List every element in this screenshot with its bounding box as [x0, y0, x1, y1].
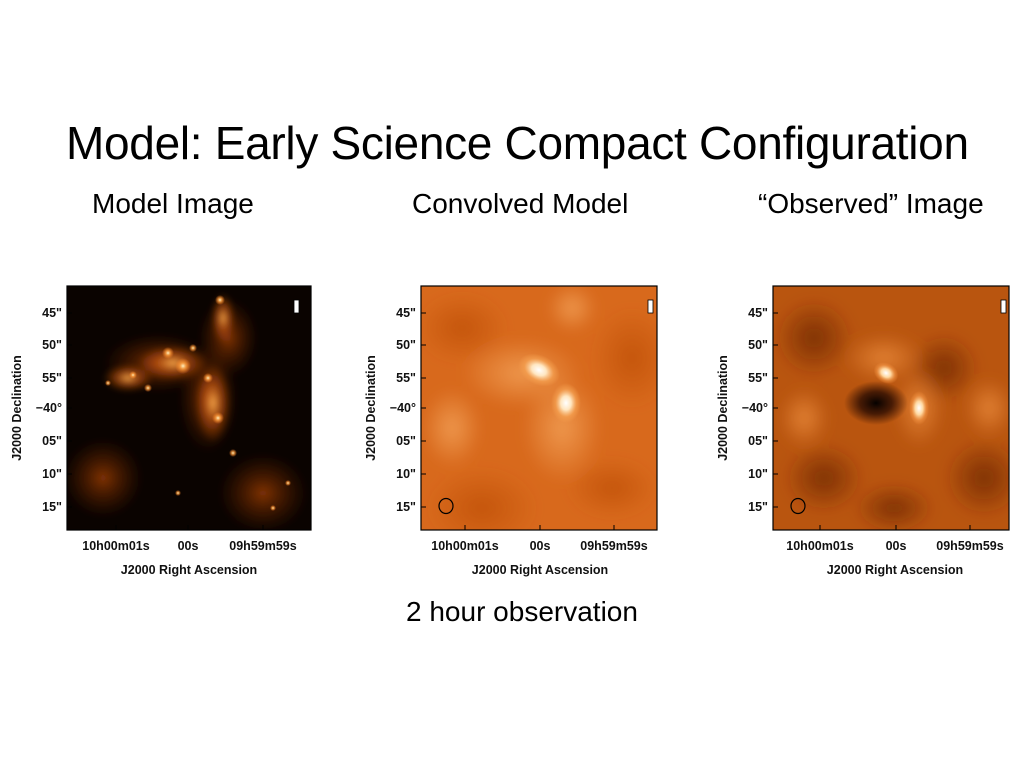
y-tick-label: 50": [748, 338, 768, 352]
x-ticks: 10h00m01s 00s 09h59m59s: [431, 525, 648, 553]
x-tick-label: 09h59m59s: [580, 539, 647, 553]
panel-convolved-model: 45" 50" 55" −40° 05" 10" 15" 10h00m01s 0…: [364, 285, 658, 577]
y-tick-label: 10": [748, 467, 768, 481]
y-ticks: 45" 50" 55" −40° 05" 10" 15": [742, 306, 778, 514]
y-tick-label: −40°: [390, 401, 416, 415]
x-tick-label: 09h59m59s: [229, 539, 296, 553]
y-axis-label: J2000 Declination: [10, 355, 24, 461]
y-tick-label: 45": [748, 306, 768, 320]
y-tick-label: 50": [396, 338, 416, 352]
observation-caption: 2 hour observation: [406, 596, 638, 627]
beam-ellipse: [438, 497, 454, 515]
slide-title: Model: Early Science Compact Configurati…: [66, 117, 969, 169]
y-tick-label: 15": [42, 500, 62, 514]
heading-model-image: Model Image: [92, 188, 254, 219]
x-axis-label: J2000 Right Ascension: [827, 563, 963, 577]
y-tick-label: 55": [748, 371, 768, 385]
y-tick-label: 05": [396, 434, 416, 448]
y-tick-label: −40°: [36, 401, 62, 415]
x-axis-label: J2000 Right Ascension: [472, 563, 608, 577]
y-tick-label: 15": [396, 500, 416, 514]
heading-convolved-model: Convolved Model: [412, 188, 629, 219]
y-tick-label: 05": [42, 434, 62, 448]
y-tick-label: 55": [42, 371, 62, 385]
y-axis-label: J2000 Declination: [716, 355, 730, 461]
y-tick-label: 45": [396, 306, 416, 320]
y-tick-label: 10": [42, 467, 62, 481]
x-ticks: 10h00m01s 00s 09h59m59s: [786, 525, 1004, 553]
y-tick-label: 55": [396, 371, 416, 385]
x-tick-label: 10h00m01s: [786, 539, 853, 553]
x-tick-label: 00s: [178, 539, 199, 553]
x-tick-label: 10h00m01s: [431, 539, 498, 553]
beam-ellipse: [790, 497, 806, 515]
x-ticks: 10h00m01s 00s 09h59m59s: [82, 525, 297, 553]
y-axis-label: J2000 Declination: [364, 355, 378, 461]
y-tick-label: 50": [42, 338, 62, 352]
x-tick-label: 09h59m59s: [936, 539, 1003, 553]
panel-observed-image: 45" 50" 55" −40° 05" 10" 15" 10h00m01s 0…: [716, 285, 1010, 577]
y-tick-label: 05": [748, 434, 768, 448]
x-tick-label: 00s: [886, 539, 907, 553]
heading-observed-image: “Observed” Image: [758, 188, 984, 219]
y-ticks: 45" 50" 55" −40° 05" 10" 15": [36, 306, 72, 514]
y-tick-label: −40°: [742, 401, 768, 415]
x-tick-label: 00s: [530, 539, 551, 553]
y-tick-label: 10": [396, 467, 416, 481]
x-tick-label: 10h00m01s: [82, 539, 149, 553]
y-ticks: 45" 50" 55" −40° 05" 10" 15": [390, 306, 426, 514]
y-tick-label: 15": [748, 500, 768, 514]
y-tick-label: 45": [42, 306, 62, 320]
panel-model-image: 45" 50" 55" −40° 05" 10" 15" 10h00m01s 0…: [10, 285, 312, 577]
x-axis-label: J2000 Right Ascension: [121, 563, 257, 577]
